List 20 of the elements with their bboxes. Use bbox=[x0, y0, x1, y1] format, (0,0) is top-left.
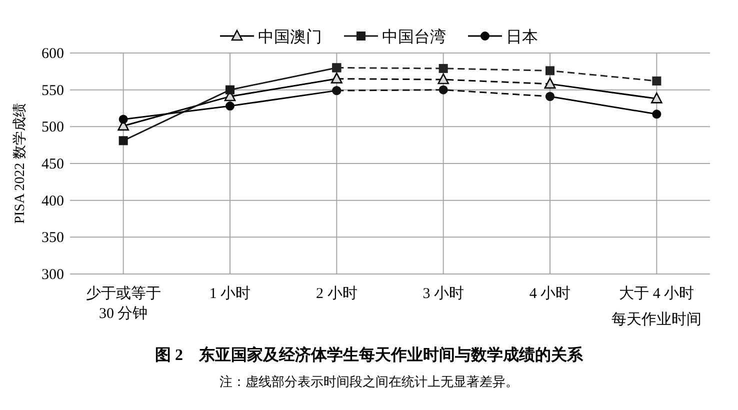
y-tick-label: 350 bbox=[42, 230, 64, 246]
x-tick-label: 少于或等于 30 分钟 bbox=[86, 285, 161, 322]
text: 注：虚线部分表示时间段之间在统计上无显著差异。 bbox=[220, 374, 518, 389]
x-tick-label: 4 小时 bbox=[529, 285, 571, 302]
legend-label: 中国澳门 bbox=[258, 28, 322, 46]
y-tick-label: 600 bbox=[42, 46, 64, 62]
legend-label: 中国台湾 bbox=[382, 28, 446, 46]
text: 图 2 东亚国家及经济体学生每天作业时间与数学成绩的关系 bbox=[155, 345, 584, 364]
x-tick-label: 3 小时 bbox=[422, 285, 464, 302]
x-axis-title: 每天作业时间 bbox=[612, 311, 702, 328]
y-tick-label: 400 bbox=[42, 193, 64, 210]
x-tick-label: 大于 4 小时 bbox=[619, 285, 694, 302]
y-axis-title: PISA 2022 数学成绩 bbox=[12, 103, 28, 224]
y-tick-label: 450 bbox=[42, 156, 64, 172]
y-tick-label: 550 bbox=[42, 82, 64, 99]
x-tick-label: 1 小时 bbox=[209, 285, 251, 302]
x-tick-label: 2 小时 bbox=[316, 285, 358, 302]
y-tick-label: 500 bbox=[42, 120, 64, 136]
legend-label: 日本 bbox=[506, 28, 538, 46]
y-tick-label: 300 bbox=[42, 267, 64, 283]
